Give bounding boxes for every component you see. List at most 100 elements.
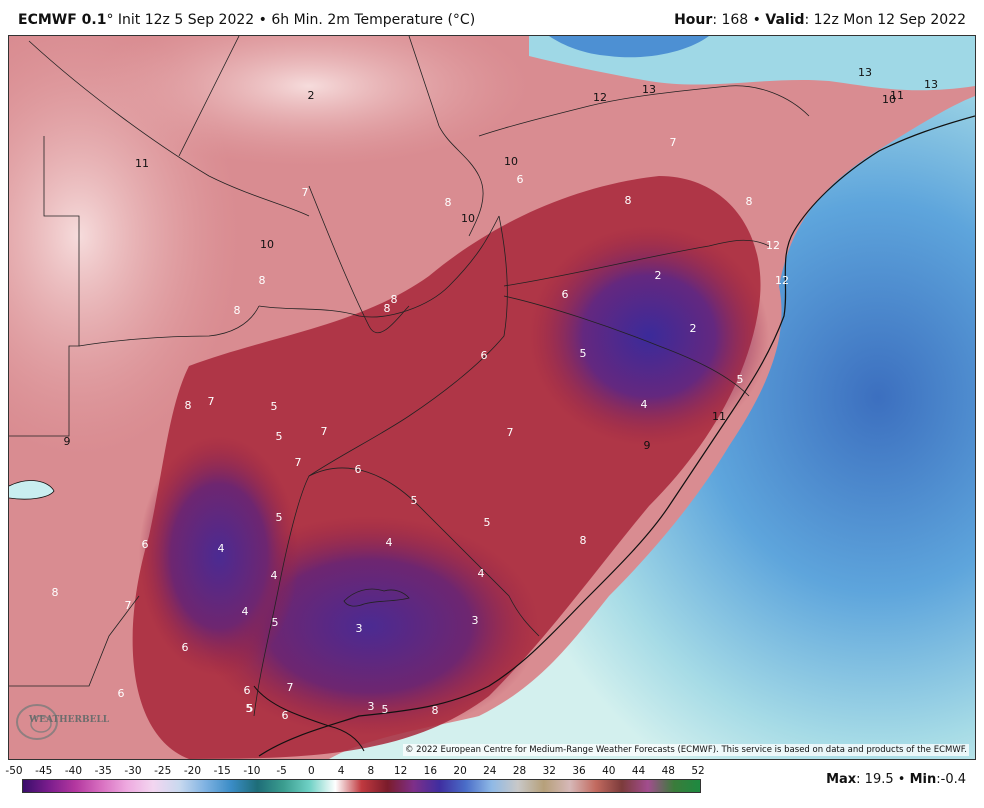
border-1 <box>28 40 310 217</box>
contour-label: 8 <box>445 196 452 209</box>
colorbar-tick-label: 52 <box>691 765 705 777</box>
estuary-outline <box>253 685 365 752</box>
contour-label: 4 <box>641 398 648 411</box>
contour-label: 8 <box>384 302 391 315</box>
contour-label: 6 <box>282 709 289 722</box>
colorbar-tick-label: 16 <box>423 765 438 777</box>
contour-label: 5 <box>737 373 744 386</box>
contour-label: 5 <box>411 494 418 507</box>
river-lagoon <box>343 588 410 607</box>
contour-label: 4 <box>386 536 393 549</box>
border-9 <box>78 305 260 347</box>
header-valid: Hour: 168 • Valid: 12z Mon 12 Sep 2022 <box>674 12 966 28</box>
hour-label: Hour <box>674 12 713 28</box>
contour-label: 13 <box>642 83 656 96</box>
colorbar <box>22 779 701 793</box>
border-4 <box>253 215 508 717</box>
max-value: : 19.5 <box>856 772 894 787</box>
colorbar-tick-label: 20 <box>453 765 467 777</box>
contour-label: 5 <box>276 430 283 443</box>
contour-label: 12 <box>775 274 789 287</box>
contour-label: 7 <box>670 136 677 149</box>
north-pale-zone <box>89 36 529 166</box>
contour-label: 8 <box>259 274 266 287</box>
colorbar-tick-label: 0 <box>308 765 315 777</box>
contour-label: 12 <box>593 91 607 104</box>
colorbar-tick-label: 32 <box>542 765 556 777</box>
valid-label: Valid <box>765 12 805 28</box>
border-12 <box>408 36 484 237</box>
colorbar-tick-label: 12 <box>393 765 408 777</box>
contour-label: 8 <box>52 586 59 599</box>
min-value: :-0.4 <box>936 772 966 787</box>
contour-label: 9 <box>64 435 71 448</box>
min-label: Min <box>909 772 937 787</box>
contour-label: 7 <box>287 681 294 694</box>
contour-label: 5 <box>272 616 279 629</box>
contour-label: 7 <box>321 425 328 438</box>
contour-label: 13 <box>924 78 938 91</box>
contour-label: 11 <box>712 410 726 423</box>
purple-zone-north <box>529 226 769 446</box>
colorbar-tick-label: 8 <box>367 765 375 777</box>
contour-label: 6 <box>142 538 149 551</box>
contour-label: 7 <box>125 599 132 612</box>
product-name: 6h Min. 2m Temperature (°C) <box>271 12 476 28</box>
contour-label: 8 <box>391 293 398 306</box>
colorbar-tick-label: 4 <box>337 765 345 777</box>
contour-label: 8 <box>432 704 439 717</box>
colorbar-tick-label: 44 <box>631 765 646 777</box>
hour-value: : 168 <box>712 12 749 28</box>
colorbar-tick-label: 28 <box>512 765 527 777</box>
logo-swirl <box>16 704 58 740</box>
bullet-sep: • <box>258 12 267 28</box>
contour-label: 3 <box>356 622 363 635</box>
contour-label: 4 <box>478 567 485 580</box>
logo-swirl-inner <box>30 715 52 733</box>
contour-label: 9 <box>644 439 651 452</box>
map-panel[interactable]: 2 12 13 13 10 11 13 11 10 7 7 6 8 8 8 10 10 8 8 8 8 2 6 12 12 2 6 5… <box>8 35 976 760</box>
contour-label: 2 <box>690 322 697 335</box>
contour-label: 3 <box>472 614 479 627</box>
contour-label: 10 <box>882 93 896 106</box>
contour-label: 7 <box>302 186 309 199</box>
contour-label: 3 <box>368 700 375 713</box>
logo-text: WEATHERBELL <box>28 715 110 725</box>
contour-label: 12 <box>766 239 780 252</box>
border-11 <box>178 36 240 157</box>
contour-label: 6 <box>244 684 251 697</box>
contour-label: 8 <box>580 534 587 547</box>
model-name: ECMWF 0.1 <box>18 12 107 28</box>
contour-label: 10 <box>260 238 274 251</box>
contour-label: 5 <box>580 347 587 360</box>
copyright-notice: © 2022 European Centre for Medium-Range … <box>402 744 969 756</box>
colorbar-tick-label: -35 <box>94 765 112 777</box>
contour-label: 5 <box>247 702 254 715</box>
contour-label: 11 <box>890 89 904 102</box>
colorbar-tick-label: -30 <box>124 765 142 777</box>
border-6 <box>503 239 770 287</box>
border-5 <box>308 467 540 637</box>
contour-label: 4 <box>218 542 225 555</box>
max-min-readout: Max: 19.5 • Min:-0.4 <box>826 772 966 787</box>
colorbar-tick-label: -10 <box>243 765 261 777</box>
contour-label: 5 <box>484 516 491 529</box>
contour-label: 6 <box>118 687 125 700</box>
contour-label: 6 <box>182 641 189 654</box>
contour-label: 6 <box>481 349 488 362</box>
border-13 <box>478 85 810 137</box>
contour-label: 6 <box>562 288 569 301</box>
degree-sign: ° <box>106 12 114 28</box>
contour-label: 5 <box>271 400 278 413</box>
bullet-sep-2: • <box>752 12 761 28</box>
contour-label: 10 <box>461 212 475 225</box>
contour-label: 8 <box>185 399 192 412</box>
contour-label: 5 <box>246 702 253 715</box>
lake-outline <box>9 480 55 500</box>
contour-label: 8 <box>234 304 241 317</box>
ocean-area <box>329 36 975 759</box>
contour-label: 2 <box>655 269 662 282</box>
contour-label: 11 <box>135 157 149 170</box>
colorbar-tick-label: -15 <box>213 765 231 777</box>
